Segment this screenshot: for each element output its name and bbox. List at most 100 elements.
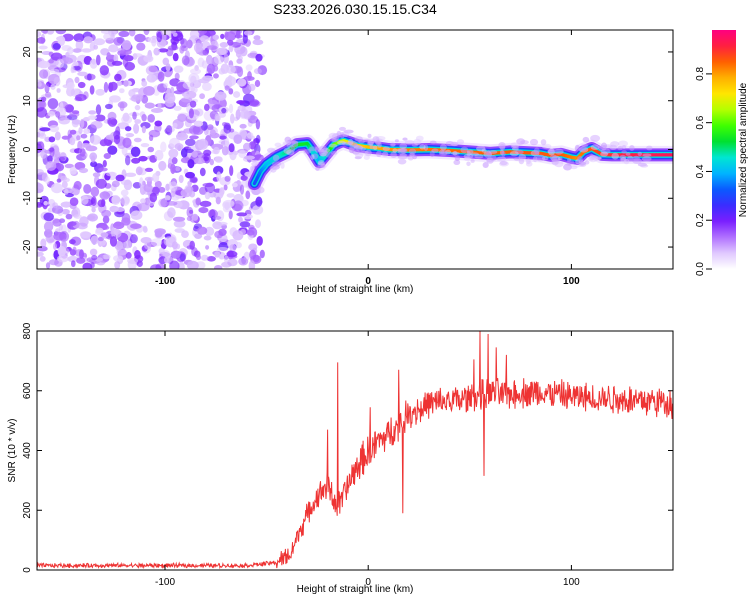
ridge-halo-blob (581, 144, 589, 148)
noise-blob (73, 180, 82, 191)
ridge-halo-blob (399, 143, 408, 149)
ridge-halo-blob (429, 140, 437, 145)
noise-blob (144, 242, 152, 250)
noise-blob (56, 178, 62, 183)
noise-blob (59, 101, 64, 113)
noise-blob (259, 249, 265, 259)
noise-blob (227, 258, 238, 267)
noise-blob (61, 208, 70, 215)
noise-blob (239, 46, 248, 57)
ridge-halo-blob (541, 156, 549, 161)
noise-blob (144, 102, 155, 109)
noise-blob (39, 127, 51, 132)
noise-blob (111, 194, 121, 206)
ridge-halo-blob (620, 157, 627, 163)
noise-blob (64, 163, 74, 169)
noise-blob (95, 227, 104, 234)
ridge-halo-blob (453, 159, 461, 165)
noise-blob (243, 30, 253, 36)
noise-blob (90, 198, 96, 204)
ridge-halo-blob (590, 134, 601, 142)
noise-blob (190, 75, 197, 84)
noise-blob (154, 180, 162, 188)
noise-blob (178, 174, 184, 184)
colorbar-tick-label: 0.2 (695, 213, 706, 227)
ridge-halo-blob (408, 148, 417, 155)
noise-blob (156, 31, 163, 43)
noise-blob (106, 171, 117, 177)
snr-x-tick-label: 100 (563, 577, 580, 588)
noise-blob (167, 45, 179, 51)
noise-blob (103, 32, 113, 41)
noise-blob (67, 255, 79, 263)
ridge-halo-blob (381, 151, 389, 157)
noise-blob (203, 149, 212, 156)
noise-blob (100, 232, 109, 238)
noise-blob (94, 114, 106, 122)
ridge-halo-blob (394, 139, 399, 143)
noise-blob (50, 83, 56, 90)
noise-blob (164, 70, 172, 78)
noise-blob (87, 115, 97, 120)
snr-y-tick-label: 600 (22, 382, 33, 399)
noise-blob (106, 52, 111, 59)
noise-blob (169, 181, 178, 192)
noise-blob (233, 91, 241, 98)
ridge-halo-blob (269, 165, 277, 173)
noise-blob (37, 143, 43, 154)
noise-blob (45, 161, 57, 171)
noise-blob (239, 184, 245, 195)
noise-blob (189, 177, 198, 183)
noise-blob (111, 60, 123, 66)
ridge-halo-blob (563, 163, 572, 171)
noise-blob (95, 88, 105, 96)
colorbar-ticks: 0.0 0.2 0.4 0.6 0.8 (695, 67, 712, 276)
noise-blob (238, 257, 249, 266)
noise-blob (157, 103, 162, 109)
noise-blob (64, 188, 69, 195)
noise-blob (140, 237, 152, 244)
ridge-halo-blob (363, 155, 370, 160)
noise-blob (123, 240, 132, 249)
noise-blob (190, 86, 198, 94)
noise-blob (76, 257, 86, 264)
noise-blob (120, 189, 129, 197)
noise-blob (87, 73, 92, 81)
spectrogram-noise (37, 30, 268, 269)
noise-blob (235, 30, 241, 39)
noise-blob (212, 65, 219, 72)
noise-blob (109, 81, 118, 91)
ridge-halo-blob (389, 142, 396, 147)
noise-blob (69, 166, 78, 175)
noise-blob (136, 42, 146, 51)
noise-blob (53, 242, 57, 251)
ridge-halo-blob (618, 140, 628, 147)
noise-blob (141, 80, 148, 87)
noise-blob (196, 254, 201, 261)
ridge-halo-blob (308, 146, 318, 152)
noise-blob (214, 91, 227, 101)
noise-blob (221, 107, 227, 114)
noise-blob (39, 69, 49, 79)
noise-blob (220, 33, 225, 40)
noise-blob (236, 100, 246, 105)
noise-blob (79, 148, 86, 157)
noise-blob (43, 221, 54, 232)
noise-blob (111, 180, 120, 188)
noise-blob (151, 108, 163, 113)
snr-ticks: -100 0 100 0 200 400 600 800 (22, 322, 673, 588)
noise-blob (198, 207, 209, 214)
noise-blob (109, 236, 118, 247)
noise-blob (226, 250, 238, 258)
noise-blob (209, 158, 214, 166)
noise-blob (123, 179, 133, 191)
noise-blob (93, 38, 106, 46)
noise-blob (97, 237, 104, 242)
noise-blob (48, 136, 56, 143)
ridge-halo-blob (291, 140, 299, 148)
noise-blob (65, 213, 73, 220)
noise-blob (191, 213, 199, 221)
noise-blob (122, 137, 132, 149)
noise-blob (223, 184, 228, 191)
noise-blob (113, 134, 121, 145)
